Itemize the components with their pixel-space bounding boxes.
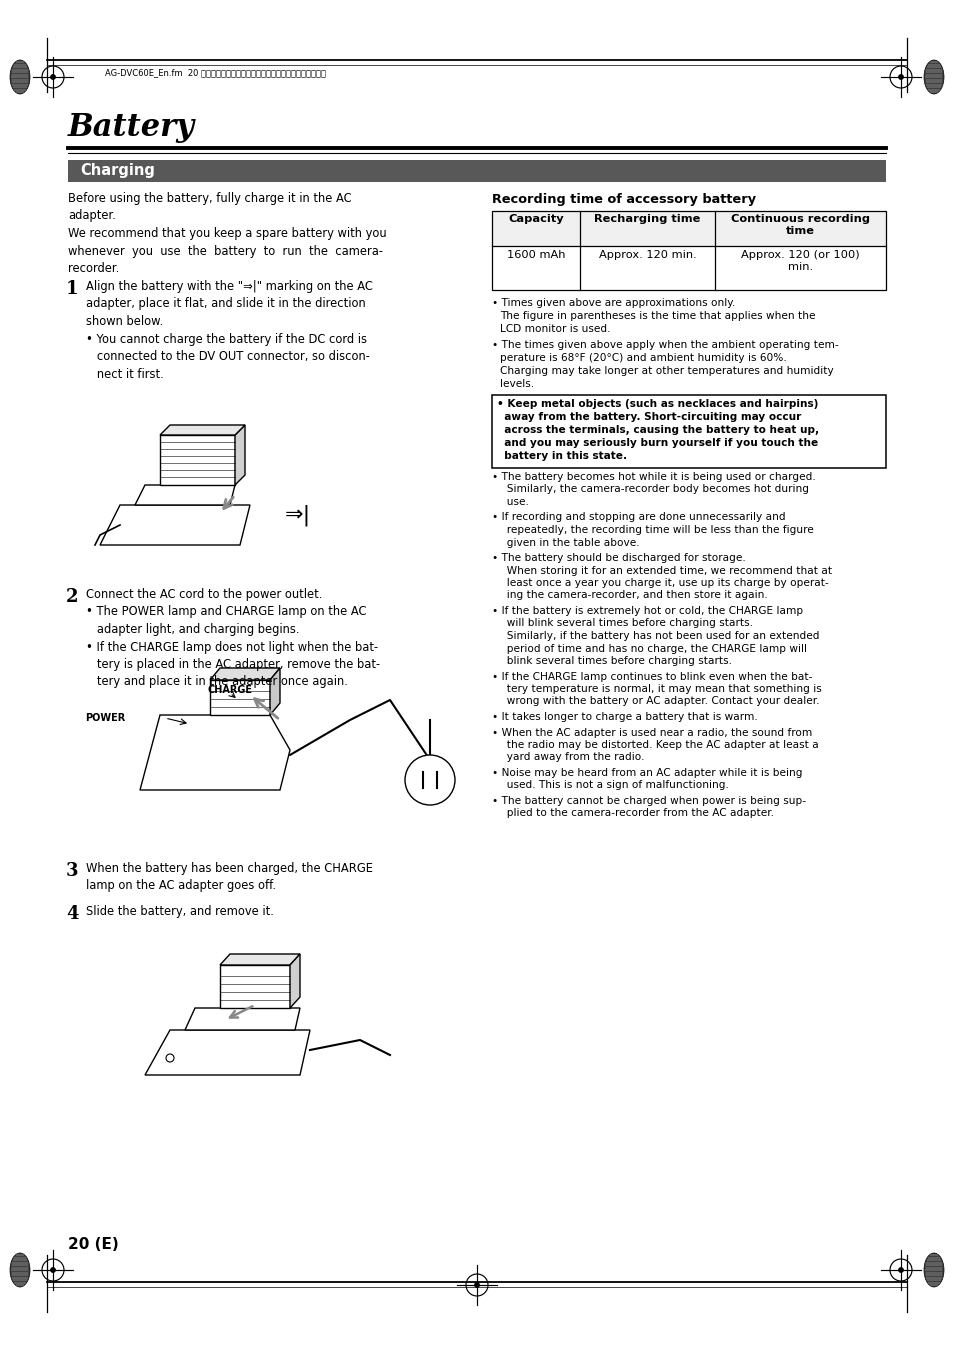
Text: plied to the camera-recorder from the AC adapter.: plied to the camera-recorder from the AC… [499, 809, 773, 818]
Text: away from the battery. Short-circuiting may occur: away from the battery. Short-circuiting … [497, 412, 801, 422]
Text: Approx. 120 (or 100)
min.: Approx. 120 (or 100) min. [740, 249, 859, 272]
Text: CHARGE: CHARGE [208, 685, 253, 696]
Text: • Times given above are approximations only.: • Times given above are approximations o… [492, 298, 735, 307]
Text: 1600 mAh: 1600 mAh [506, 249, 565, 260]
Bar [492, 395, 885, 468]
Text: perature is 68°F (20°C) and ambient humidity is 60%.: perature is 68°F (20°C) and ambient humi… [499, 353, 786, 363]
Ellipse shape [10, 61, 30, 94]
Text: • Noise may be heard from an AC adapter while it is being: • Noise may be heard from an AC adapter … [492, 768, 801, 778]
Circle shape [898, 1268, 902, 1273]
Polygon shape [234, 425, 245, 485]
Text: Slide the battery, and remove it.: Slide the battery, and remove it. [86, 905, 274, 918]
Circle shape [51, 1268, 55, 1273]
Text: 1: 1 [66, 280, 78, 298]
Text: 20 (E): 20 (E) [68, 1237, 118, 1252]
Polygon shape [145, 1030, 310, 1074]
Ellipse shape [10, 1254, 30, 1287]
Polygon shape [290, 954, 299, 1008]
Polygon shape [220, 965, 290, 1008]
Text: Charging may take longer at other temperatures and humidity: Charging may take longer at other temper… [499, 367, 833, 376]
Text: • It takes longer to charge a battery that is warm.: • It takes longer to charge a battery th… [492, 712, 757, 723]
Text: used. This is not a sign of malfunctioning.: used. This is not a sign of malfunctioni… [499, 780, 728, 790]
Text: period of time and has no charge, the CHARGE lamp will: period of time and has no charge, the CH… [499, 643, 806, 654]
Polygon shape [270, 669, 280, 714]
Ellipse shape [923, 1254, 943, 1287]
Bar [492, 212, 885, 290]
Text: the radio may be distorted. Keep the AC adapter at least a: the radio may be distorted. Keep the AC … [499, 740, 818, 749]
Circle shape [405, 755, 455, 805]
Text: yard away from the radio.: yard away from the radio. [499, 752, 644, 763]
Circle shape [475, 1283, 478, 1287]
Text: Connect the AC cord to the power outlet.
• The POWER lamp and CHARGE lamp on the: Connect the AC cord to the power outlet.… [86, 588, 379, 689]
Text: When storing it for an extended time, we recommend that at: When storing it for an extended time, we… [499, 566, 831, 576]
Text: Capacity: Capacity [508, 214, 563, 224]
Text: Align the battery with the "⇒|" marking on the AC
adapter, place it flat, and sl: Align the battery with the "⇒|" marking … [86, 280, 373, 380]
Text: levels.: levels. [499, 379, 534, 390]
Polygon shape [185, 1008, 299, 1030]
Text: • The battery should be discharged for storage.: • The battery should be discharged for s… [492, 553, 745, 563]
Text: • If recording and stopping are done unnecessarily and: • If recording and stopping are done unn… [492, 512, 785, 523]
Text: • The battery becomes hot while it is being used or charged.: • The battery becomes hot while it is be… [492, 472, 815, 483]
Circle shape [898, 74, 902, 80]
Text: battery in this state.: battery in this state. [497, 452, 626, 461]
Text: across the terminals, causing the battery to heat up,: across the terminals, causing the batter… [497, 425, 819, 435]
Text: Similarly, the camera-recorder body becomes hot during: Similarly, the camera-recorder body beco… [499, 484, 808, 495]
Polygon shape [135, 485, 234, 506]
Text: Recording time of accessory battery: Recording time of accessory battery [492, 193, 756, 206]
Circle shape [166, 1054, 173, 1062]
Text: 2: 2 [66, 588, 78, 607]
Text: Recharging time: Recharging time [594, 214, 700, 224]
Text: blink several times before charging starts.: blink several times before charging star… [499, 656, 731, 666]
Polygon shape [210, 669, 280, 679]
Text: Battery: Battery [68, 112, 194, 143]
Text: • The battery cannot be charged when power is being sup-: • The battery cannot be charged when pow… [492, 797, 805, 806]
Text: least once a year you charge it, use up its charge by operat-: least once a year you charge it, use up … [499, 578, 828, 588]
Text: tery temperature is normal, it may mean that something is: tery temperature is normal, it may mean … [499, 683, 821, 694]
Polygon shape [210, 679, 270, 714]
Text: • If the CHARGE lamp continues to blink even when the bat-: • If the CHARGE lamp continues to blink … [492, 671, 812, 682]
Text: Approx. 120 min.: Approx. 120 min. [598, 249, 696, 260]
Text: The figure in parentheses is the time that applies when the: The figure in parentheses is the time th… [499, 311, 815, 321]
Text: ⇒|: ⇒| [285, 504, 311, 526]
Text: AG-DVC60E_En.fm  20 ページ　２００４年９月２日　木曜日　午後１時４３分: AG-DVC60E_En.fm 20 ページ ２００４年９月２日 木曜日 午後１… [105, 69, 326, 77]
Text: When the battery has been charged, the CHARGE
lamp on the AC adapter goes off.: When the battery has been charged, the C… [86, 861, 373, 892]
Text: • The times given above apply when the ambient operating tem-: • The times given above apply when the a… [492, 340, 838, 350]
Text: LCD monitor is used.: LCD monitor is used. [499, 324, 610, 334]
Polygon shape [140, 714, 290, 790]
Text: and you may seriously burn yourself if you touch the: and you may seriously burn yourself if y… [497, 438, 818, 448]
Polygon shape [160, 425, 245, 435]
Text: repeatedly, the recording time will be less than the figure: repeatedly, the recording time will be l… [499, 524, 813, 535]
Text: ing the camera-recorder, and then store it again.: ing the camera-recorder, and then store … [499, 590, 767, 600]
Bar [68, 160, 885, 182]
Text: given in the table above.: given in the table above. [499, 538, 639, 547]
Text: • If the battery is extremely hot or cold, the CHARGE lamp: • If the battery is extremely hot or col… [492, 607, 802, 616]
Text: Before using the battery, fully charge it in the AC
adapter.
We recommend that y: Before using the battery, fully charge i… [68, 191, 386, 275]
Text: Similarly, if the battery has not been used for an extended: Similarly, if the battery has not been u… [499, 631, 819, 642]
Text: Charging: Charging [80, 163, 154, 178]
Text: Continuous recording
time: Continuous recording time [730, 214, 869, 236]
Text: will blink several times before charging starts.: will blink several times before charging… [499, 619, 752, 628]
Text: wrong with the battery or AC adapter. Contact your dealer.: wrong with the battery or AC adapter. Co… [499, 697, 819, 706]
Text: POWER: POWER [85, 713, 125, 723]
Ellipse shape [923, 61, 943, 94]
Polygon shape [220, 954, 299, 965]
Bar [492, 212, 885, 245]
Polygon shape [100, 506, 250, 545]
Circle shape [51, 74, 55, 80]
Text: • When the AC adapter is used near a radio, the sound from: • When the AC adapter is used near a rad… [492, 728, 811, 737]
Text: 3: 3 [66, 861, 78, 880]
Text: • Keep metal objects (such as necklaces and hairpins): • Keep metal objects (such as necklaces … [497, 399, 818, 408]
Text: use.: use. [499, 497, 528, 507]
Text: 4: 4 [66, 905, 78, 923]
Polygon shape [160, 435, 234, 485]
